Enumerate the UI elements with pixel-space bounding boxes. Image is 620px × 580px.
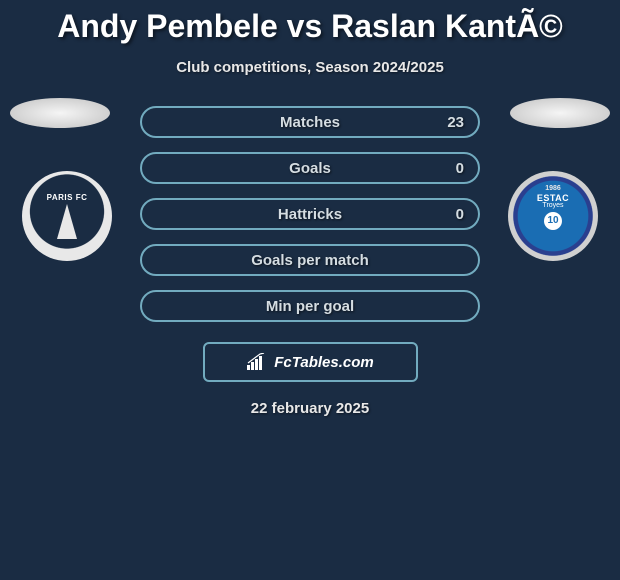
comparison-date: 22 february 2025 [0,400,620,417]
club-badge-left: PARIS FC [22,171,112,261]
stat-label: Hattricks [278,206,342,223]
comparison-main: PARIS FC 1986 ESTAC Troyes 10 Matches 23… [0,106,620,417]
player-left-avatar [10,98,110,128]
footer-brand-text: FcTables.com [274,354,373,371]
player-right-avatar [510,98,610,128]
comparison-subtitle: Club competitions, Season 2024/2025 [0,59,620,76]
chart-icon [246,353,268,371]
stat-label: Min per goal [266,298,354,315]
stat-value-right: 0 [456,206,464,223]
stat-label: Matches [280,114,340,131]
stat-value-right: 23 [447,114,464,131]
stat-row-goals-per-match: Goals per match [140,244,480,276]
club-right-sub: Troyes [542,202,563,209]
stat-row-goals: Goals 0 [140,152,480,184]
club-badge-right: 1986 ESTAC Troyes 10 [508,171,598,261]
club-right-year: 1986 [545,185,561,192]
comparison-title: Andy Pembele vs Raslan KantÃ© [0,0,620,45]
stat-row-min-per-goal: Min per goal [140,290,480,322]
club-left-name: PARIS FC [47,193,88,202]
club-right-num: 10 [544,212,562,230]
eiffel-icon [57,204,77,239]
stats-list: Matches 23 Goals 0 Hattricks 0 Goals per… [140,106,480,322]
stat-row-matches: Matches 23 [140,106,480,138]
footer-brand-box[interactable]: FcTables.com [203,342,418,382]
stat-label: Goals [289,160,331,177]
stat-row-hattricks: Hattricks 0 [140,198,480,230]
stat-label: Goals per match [251,252,369,269]
stat-value-right: 0 [456,160,464,177]
